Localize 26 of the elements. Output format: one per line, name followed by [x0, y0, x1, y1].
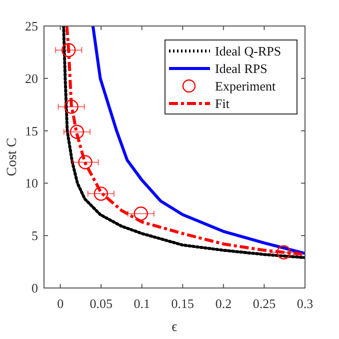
y-tick-label: 0: [32, 280, 38, 296]
y-tick-label: 5: [32, 228, 38, 244]
x-axis-title: ϵ: [172, 320, 178, 335]
legend-label: Ideal Q-RPS: [215, 44, 282, 58]
y-tick-label: 20: [25, 70, 38, 86]
y-axis-title: Cost C: [5, 138, 20, 176]
point: [70, 124, 84, 139]
x-tick-label: 0: [57, 296, 64, 311]
point: [62, 43, 76, 58]
x-tick-label: 0.15: [171, 296, 194, 311]
point: [64, 100, 78, 114]
legend-label: Ideal RPS: [215, 61, 268, 76]
point: [134, 206, 148, 221]
x-tick-label: 0.2: [215, 296, 232, 311]
point: [78, 155, 92, 170]
y-tick-label: 10: [25, 176, 38, 191]
legend-label: Fit: [215, 96, 230, 111]
x-tick-label: 0.05: [90, 296, 112, 311]
y-tick-label: 15: [25, 123, 38, 138]
point: [94, 186, 108, 201]
x-tick-label: 0.3: [296, 296, 314, 311]
x-tick-label: 0.25: [252, 296, 276, 311]
point: [276, 245, 291, 260]
x-tick-label: 0.1: [134, 296, 150, 311]
y-tick-label: 25: [25, 18, 38, 34]
legend-label: Experiment: [215, 78, 276, 94]
